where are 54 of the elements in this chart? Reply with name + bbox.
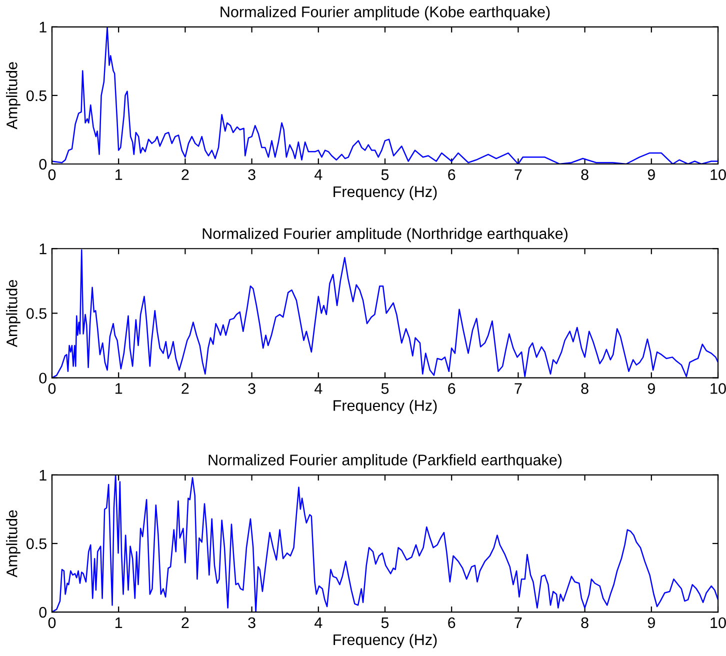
x-tick-label: 2 (182, 169, 189, 180)
x-tick-label: 3 (248, 617, 256, 628)
y-tick-label: 0 (39, 158, 47, 170)
x-tick-label: 6 (448, 383, 456, 394)
x-tick-label: 9 (648, 169, 655, 180)
x-axis-title: Frequency (Hz) (334, 186, 437, 200)
y-tick-label: 0.5 (26, 538, 46, 550)
y-tick-label: 1 (40, 22, 46, 32)
x-tick-label: 4 (314, 617, 322, 628)
x-tick-label: 3 (248, 383, 256, 394)
y-tick-label: 1 (40, 470, 46, 480)
y-tick-label: 1 (40, 244, 46, 254)
x-axis-title: Frequency (Hz) (334, 634, 437, 648)
x-tick-label: 10 (710, 383, 726, 394)
x-tick-label: 7 (514, 383, 522, 394)
x-tick-label: 8 (581, 169, 588, 180)
x-tick-label: 1 (116, 169, 122, 180)
x-tick-label: 5 (381, 617, 389, 628)
y-tick-label: 0.5 (26, 308, 46, 319)
x-tick-label: 4 (314, 383, 322, 394)
x-tick-label: 8 (581, 383, 588, 394)
x-tick-label: 7 (514, 617, 522, 628)
x-tick-label: 6 (448, 617, 456, 628)
x-tick-label: 4 (314, 169, 322, 180)
line-series (52, 26, 718, 164)
line-series (52, 249, 718, 378)
chart-title: Normalized Fourier amplitude (Northridge earthquake) (202, 228, 568, 242)
x-tick-label: 10 (710, 617, 726, 628)
y-tick-label: 0.5 (26, 90, 46, 102)
y-axis-title: Amplitude (6, 280, 20, 348)
x-tick-label: 10 (710, 169, 726, 180)
x-tick-label: 0 (48, 617, 56, 628)
x-tick-label: 3 (248, 169, 256, 180)
y-axis-title: Amplitude (6, 62, 20, 130)
x-tick-label: 0 (48, 383, 56, 394)
y-tick-label: 0 (39, 606, 47, 618)
x-tick-label: 6 (448, 169, 456, 180)
x-tick-label: 2 (182, 383, 189, 394)
x-tick-label: 9 (648, 383, 655, 394)
x-tick-label: 1 (116, 383, 122, 394)
chart-title: Normalized Fourier amplitude (Parkfield earthquake) (208, 454, 562, 468)
x-tick-label: 5 (381, 169, 389, 180)
x-tick-label: 9 (648, 617, 655, 628)
x-tick-label: 0 (48, 169, 56, 180)
x-tick-label: 1 (116, 617, 122, 628)
x-tick-label: 8 (581, 617, 588, 628)
y-tick-label: 0 (39, 372, 47, 384)
chart-title: Normalized Fourier amplitude (Kobe earthquake) (220, 6, 550, 20)
x-axis-title: Frequency (Hz) (334, 400, 437, 414)
x-tick-label: 7 (514, 169, 522, 180)
y-axis-title: Amplitude (6, 510, 20, 578)
x-tick-label: 2 (182, 617, 189, 628)
line-series (52, 474, 718, 612)
x-tick-label: 5 (381, 383, 389, 394)
